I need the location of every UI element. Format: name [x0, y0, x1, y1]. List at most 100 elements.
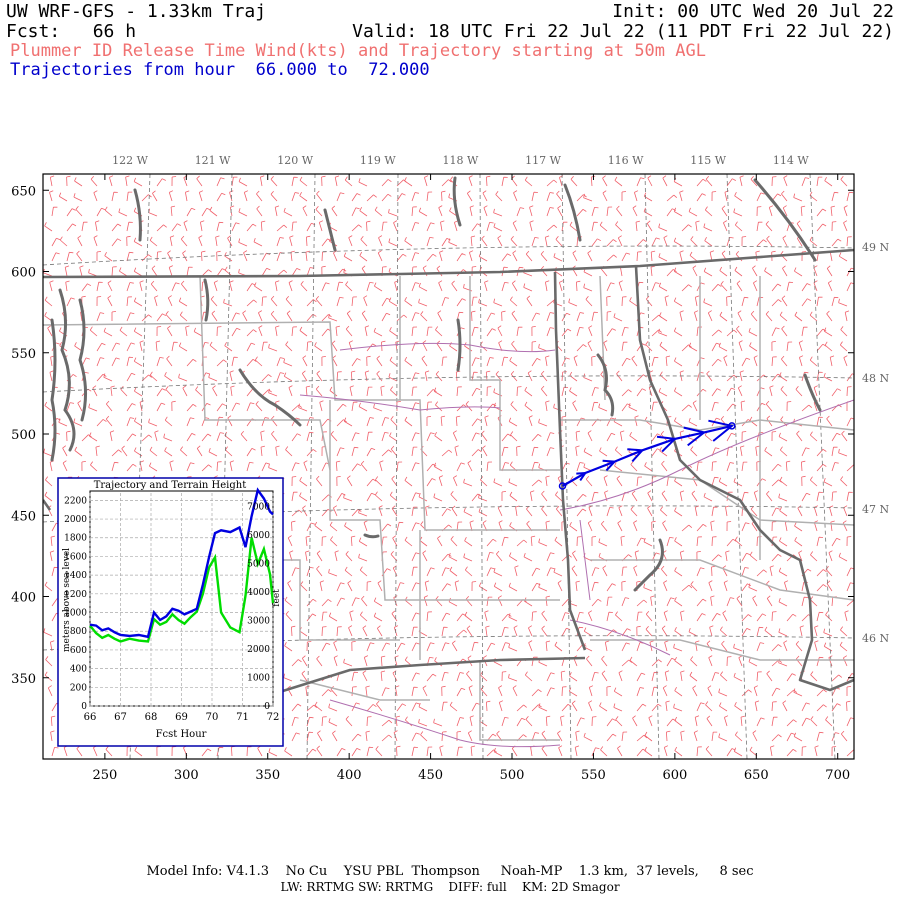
wind-barb: [303, 460, 308, 472]
wind-barb: [81, 461, 86, 472]
inset-y-tick-label: 800: [70, 627, 87, 637]
wind-barb: [621, 642, 630, 652]
wind-barb: [782, 235, 788, 247]
wind-barb: [840, 476, 848, 487]
wind-barb: [495, 191, 503, 202]
wind-barb: [810, 551, 818, 562]
wind-barb: [107, 295, 113, 307]
wind-barb: [621, 659, 633, 667]
wind-barb: [719, 702, 728, 712]
wind-barb: [613, 687, 623, 697]
wind-barb: [392, 535, 398, 547]
wind-barb: [786, 719, 797, 727]
wind-barb: [679, 370, 684, 382]
wind-barb: [381, 312, 391, 322]
wind-barb: [629, 297, 638, 307]
wind-barb: [843, 505, 848, 517]
wind-barb: [364, 325, 370, 337]
wind-barb: [705, 745, 713, 757]
inset-x-label: Fcst Hour: [156, 729, 207, 740]
wind-barb: [771, 341, 776, 352]
wind-barb: [438, 205, 443, 217]
wind-barb: [711, 731, 718, 742]
wind-barb: [306, 431, 314, 442]
wind-barb: [846, 686, 852, 696]
wind-barb: [816, 176, 823, 187]
wind-barb: [659, 312, 668, 322]
wind-barb: [455, 415, 461, 427]
wind-barb: [816, 656, 824, 667]
wind-barb: [509, 296, 518, 307]
wind-barb: [801, 717, 811, 727]
wind-barb: [591, 311, 598, 322]
wind-barb: [493, 208, 503, 217]
wind-barb: [366, 716, 372, 727]
wind-barb: [336, 403, 347, 412]
wind-barb: [275, 445, 280, 457]
wind-barb: [816, 296, 823, 307]
wind-barb: [47, 685, 53, 697]
wind-barb: [186, 417, 195, 427]
wind-barb: [688, 207, 698, 217]
wind-barb: [651, 237, 660, 247]
wind-barb: [216, 403, 227, 412]
wind-barb: [508, 478, 518, 487]
wind-barb: [541, 490, 548, 502]
wind-barb: [366, 704, 377, 712]
wind-barb: [450, 491, 458, 502]
wind-barb: [692, 265, 698, 277]
inset-x-tick-label: 71: [236, 712, 249, 723]
wind-barb: [350, 535, 356, 547]
wind-barb: [741, 552, 751, 562]
wind-barb: [493, 568, 503, 577]
wind-barb: [468, 685, 473, 697]
wind-barb: [321, 626, 327, 637]
wind-barb: [688, 342, 698, 352]
wind-barb: [73, 418, 83, 427]
inset-y-right-tick-label: 6000: [247, 531, 270, 541]
trajectory-arrowhead: [576, 471, 588, 481]
wind-barb: [813, 385, 818, 397]
wind-barb: [411, 282, 420, 292]
wind-barb: [588, 610, 593, 622]
wind-barb: [411, 326, 418, 337]
wind-barb: [201, 250, 206, 262]
wind-barb: [283, 358, 293, 367]
wind-barb: [93, 190, 98, 202]
wind-barb: [306, 235, 311, 247]
wind-barb: [680, 730, 685, 742]
wind-barb: [748, 657, 758, 667]
wind-barb: [816, 611, 824, 622]
wind-barb: [316, 745, 323, 757]
wind-barb: [647, 490, 653, 502]
coastline: [50, 176, 822, 592]
wind-barb: [351, 686, 357, 697]
wind-barb: [501, 491, 507, 501]
wind-barb: [345, 550, 353, 562]
wind-barb: [636, 625, 641, 637]
wind-barb: [224, 342, 233, 352]
wind-barb: [469, 250, 474, 262]
wind-barb: [711, 565, 716, 577]
wind-barb: [334, 175, 340, 187]
wind-barb: [211, 310, 218, 322]
wind-barb: [782, 265, 788, 277]
wind-barb: [421, 355, 428, 367]
wind-barb: [756, 642, 765, 652]
latitude-label: 48 N: [862, 372, 889, 385]
wind-barb: [783, 175, 788, 187]
wind-barb: [418, 492, 428, 502]
wind-barb: [149, 371, 158, 382]
wind-barb: [344, 522, 353, 532]
wind-barb: [289, 235, 294, 247]
wind-barb: [96, 251, 102, 261]
trajectory-arrowhead: [708, 419, 735, 442]
wind-barb: [846, 236, 852, 247]
wind-barb: [366, 581, 372, 592]
wind-barb: [771, 701, 777, 712]
wind-barb: [88, 403, 98, 412]
wind-barb: [495, 550, 503, 562]
wind-barb: [524, 671, 533, 682]
wind-barb: [81, 434, 92, 442]
